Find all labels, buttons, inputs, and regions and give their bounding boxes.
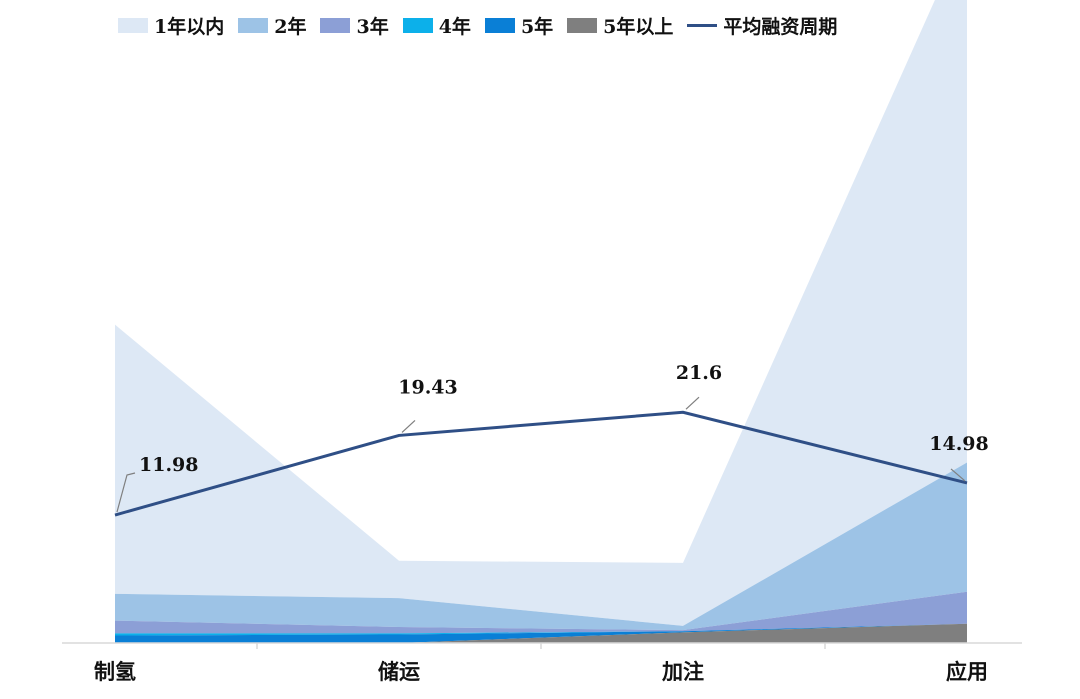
line-series-avg-period: [114, 410, 968, 517]
data-label: 14.98: [929, 433, 989, 455]
legend-swatch: [238, 18, 269, 33]
data-label-leader: [401, 419, 416, 433]
legend-swatch: [567, 18, 598, 33]
legend-label: 3年: [356, 16, 389, 38]
data-label-leader: [950, 468, 966, 482]
area-series-3: [115, 623, 967, 636]
area-series-2: [115, 623, 967, 643]
data-label-leader: [116, 472, 136, 513]
x-tick-label: 加注: [661, 660, 704, 684]
x-tick-label: 制氢: [94, 660, 136, 684]
data-label: 19.43: [398, 376, 458, 398]
legend-label: 平均融资周期: [723, 16, 838, 38]
legend-swatch: [484, 18, 515, 33]
data-label: 21.6: [676, 362, 722, 384]
area-series-6: [115, 0, 967, 626]
x-tick-label: 应用: [946, 660, 988, 684]
legend-item: 平均融资周期: [687, 12, 837, 39]
data-label-leader: [685, 396, 700, 410]
legend: 1年以内 2年 3年 4年 5年 5年以上 平均融资周期: [118, 12, 851, 39]
legend-item: 5年: [484, 12, 554, 39]
legend-item: 5年以上: [567, 12, 673, 39]
legend-label: 1年以内: [154, 16, 225, 38]
x-tick-label: 储运: [378, 660, 420, 684]
legend-swatch: [402, 18, 433, 33]
legend-line-swatch: [687, 24, 718, 27]
legend-item: 4年: [402, 12, 471, 39]
area-series-5: [115, 462, 967, 631]
legend-item: 3年: [320, 12, 389, 39]
legend-swatch: [118, 18, 148, 33]
legend-label: 5年: [520, 16, 554, 38]
legend-item: 1年以内: [118, 12, 224, 39]
legend-swatch: [320, 18, 351, 33]
legend-label: 2年: [274, 16, 307, 38]
legend-label: 4年: [438, 16, 471, 38]
area-series-1: [115, 623, 967, 643]
data-label: 11.98: [139, 454, 199, 476]
area-series-4: [115, 591, 967, 634]
legend-item: 2年: [238, 12, 306, 39]
legend-label: 5年以上: [603, 16, 674, 38]
